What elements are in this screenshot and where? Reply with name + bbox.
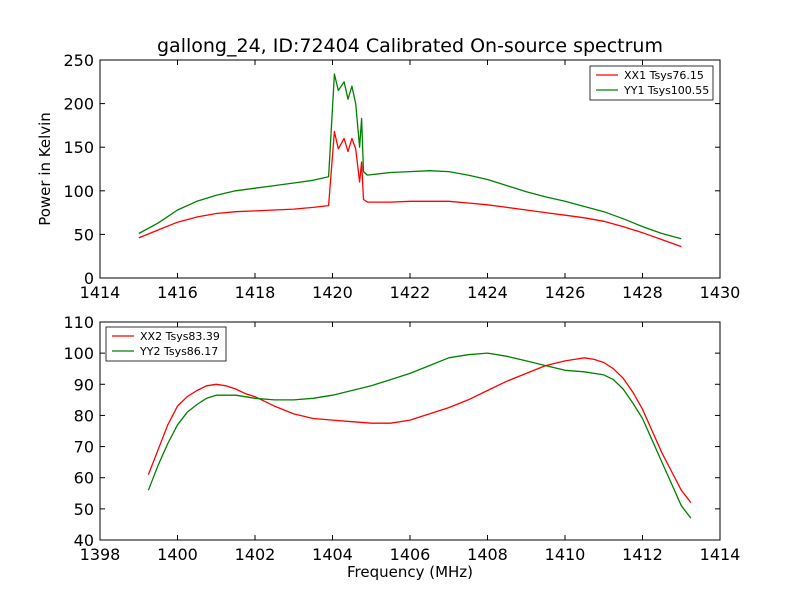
x-tick-label: 1418 <box>235 283 276 302</box>
x-tick-label: 1416 <box>157 283 198 302</box>
x-tick-label: 1422 <box>390 283 431 302</box>
x-tick-label: 1428 <box>622 283 663 302</box>
y-tick-label: 40 <box>74 531 94 550</box>
y-tick-label: 50 <box>74 500 94 519</box>
x-tick-label: 1414 <box>80 283 121 302</box>
y-tick-label: 100 <box>63 344 94 363</box>
bottom-chart: 1398 1400 1402 1404 1406 1408 1410 1412 1414 40 50… <box>63 313 740 581</box>
legend-box <box>589 65 714 101</box>
series-line-1 <box>147 357 692 503</box>
legend-label-1: XX1 Tsys76.15 <box>624 69 704 82</box>
x-tick-label: 1420 <box>312 283 353 302</box>
x-tick-label: 1412 <box>622 545 663 564</box>
legend: XX2 Tsys83.39 YY2 Tsys86.17 <box>105 326 227 362</box>
x-tick-label: 1408 <box>467 545 508 564</box>
y-tick-label: 70 <box>74 438 94 457</box>
series-line-2 <box>138 73 682 240</box>
x-tick-label: 1400 <box>157 545 198 564</box>
legend-label-2: YY1 Tsys100.55 <box>623 84 709 97</box>
y-tick-label: 250 <box>63 51 94 70</box>
legend-box <box>105 326 227 362</box>
y-tick-label: 100 <box>63 182 94 201</box>
series-line-2 <box>147 352 692 519</box>
x-tick-label: 1402 <box>235 545 276 564</box>
y-tick-label: 80 <box>74 406 94 425</box>
y-tick-label: 90 <box>74 375 94 394</box>
x-tick-label: 1430 <box>700 283 741 302</box>
y-axis-label: Power in Kelvin <box>36 112 54 226</box>
x-tick-label: 1414 <box>700 545 741 564</box>
x-tick-label: 1410 <box>545 545 586 564</box>
legend: XX1 Tsys76.15 YY1 Tsys100.55 <box>589 65 714 101</box>
top-chart: 1414 1416 1418 1420 1422 1424 1426 1428 1430 0 50 1… <box>36 35 740 302</box>
y-tick-label: 150 <box>63 138 94 157</box>
x-tick-label: 1406 <box>390 545 431 564</box>
legend-label-1: XX2 Tsys83.39 <box>140 330 220 343</box>
x-tick-label: 1404 <box>312 545 353 564</box>
legend-label-2: YY2 Tsys86.17 <box>139 345 218 358</box>
x-axis-label: Frequency (MHz) <box>347 563 473 581</box>
y-tick-label: 0 <box>84 269 94 288</box>
series-line-1 <box>138 130 682 248</box>
y-tick-label: 60 <box>74 469 94 488</box>
chart-title: gallong_24, ID:72404 Calibrated On-sourc… <box>157 35 663 57</box>
y-tick-label: 50 <box>74 225 94 244</box>
y-tick-label: 200 <box>63 95 94 114</box>
y-tick-label: 110 <box>63 313 94 332</box>
x-tick-label: 1426 <box>545 283 586 302</box>
x-tick-label: 1424 <box>467 283 508 302</box>
x-tick-label: 1398 <box>80 545 121 564</box>
